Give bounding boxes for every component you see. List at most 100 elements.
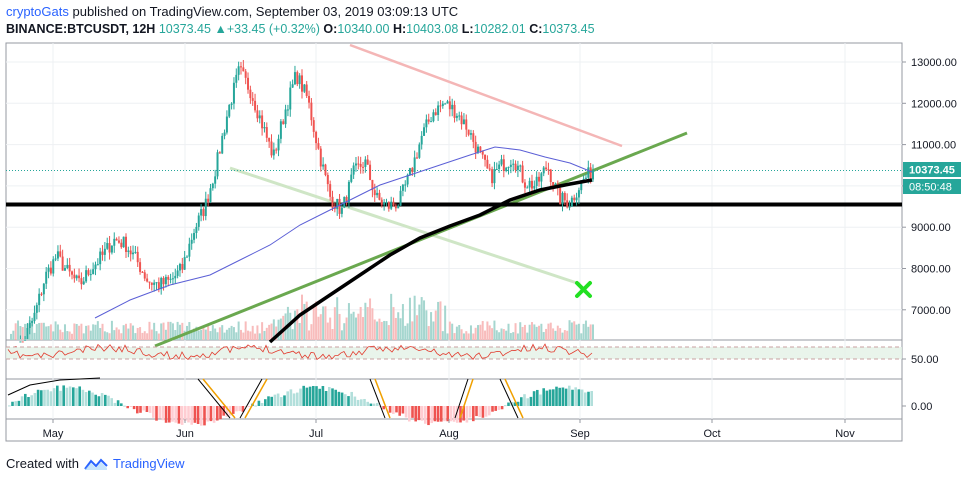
candle-body [164,276,167,285]
volume-bar [59,329,62,340]
volume-bar [493,320,496,340]
candle-body [108,243,111,253]
volume-bar [331,329,334,340]
tradingview-logo-icon [84,458,108,470]
volume-bar [408,297,411,340]
candle-body [507,166,510,168]
y-tick-label: 7000.00 [911,305,951,317]
volume-bar [439,301,442,340]
candle-body [390,201,393,209]
volume-bar [52,331,55,340]
open-value: 10340.00 [337,22,390,36]
tradingview-link[interactable]: TradingView [112,456,185,471]
macd-histogram-bar [257,400,261,406]
macd-histogram-bar [580,389,584,406]
close-value: 10373.45 [542,22,595,36]
macd-histogram-bar [65,387,69,406]
macd-histogram-bar [427,406,430,426]
y-tick-label: 13000.00 [911,57,957,69]
candle-body [211,183,214,189]
volume-bar [202,326,205,340]
candle-body [242,67,245,72]
macd-histogram-bar [484,406,488,417]
volume-bar [197,330,200,340]
candle-body [521,165,524,183]
volume-bar [195,326,198,340]
candle-body [249,89,252,99]
x-tick-label: Oct [703,428,720,440]
candle-body [186,256,189,258]
macd-histogram-bar [465,406,469,423]
macd-histogram-bar [328,386,331,406]
macd-histogram-bar [462,406,465,421]
macd-histogram-bar [334,389,337,406]
volume-bar [528,324,531,340]
candle-body [61,256,64,271]
volume-bar [162,322,165,340]
volume-bar [293,310,296,340]
macd-histogram-bar [520,397,523,406]
candle-body [411,168,414,173]
candle-body [254,100,257,111]
x-tick-label: Aug [439,428,459,440]
candle-body [35,305,38,313]
candle-body [78,275,81,279]
volume-bar [592,324,594,340]
volume-bar [54,321,57,340]
author-link[interactable]: cryptoGats [6,4,69,19]
candle-body [366,159,369,165]
macd-tick-label: 0.00 [911,401,932,413]
volume-bar [530,322,533,340]
macd-histogram-bar [299,388,302,406]
candle-body [451,104,454,110]
volume-bar [481,321,484,340]
candle-body [80,278,83,285]
high-value: 10403.08 [406,22,459,36]
volume-bar [193,328,196,340]
candle-body [56,251,59,259]
volume-bar [272,319,275,340]
volume-bar [549,322,552,340]
macd-histogram-bar [177,406,181,424]
candle-body [99,251,102,265]
volume-bar [268,324,271,340]
macd-histogram-bar [43,389,46,406]
candle-body [538,176,541,182]
volume-bar [24,323,27,340]
volume-bar [378,318,381,340]
macd-histogram-bar [468,406,472,418]
macd-histogram-bar [507,402,510,406]
candle-body [495,169,498,171]
candle-body [493,169,496,184]
candle-body [383,202,386,205]
candle-body [256,110,259,119]
candle-body [120,242,123,248]
macd-histogram-bar [161,406,165,421]
volume-bar [322,306,325,340]
candle-body [181,263,184,270]
candle-body [566,200,569,208]
candle-body [512,163,515,165]
volume-bar [380,321,383,340]
macd-histogram-bar [388,406,392,413]
macd-histogram-bar [372,403,376,406]
candle-body [195,226,198,233]
macd-histogram-bar [337,391,341,406]
candle-body [484,154,487,160]
macd-histogram-bar [62,385,65,406]
candle-body [279,121,282,139]
candle-body [378,192,381,200]
volume-bar [228,327,231,340]
macd-histogram-bar [81,389,85,406]
macd-histogram-bar [174,406,177,423]
macd-histogram-bar [369,403,373,406]
volume-bar [425,310,428,340]
macd-histogram-bar [78,386,81,406]
volume-bar [390,293,393,340]
volume-bar [453,333,456,340]
candle-body [498,164,501,170]
candle-body [251,98,254,101]
candle-body [432,112,435,122]
volume-bar [298,322,301,340]
